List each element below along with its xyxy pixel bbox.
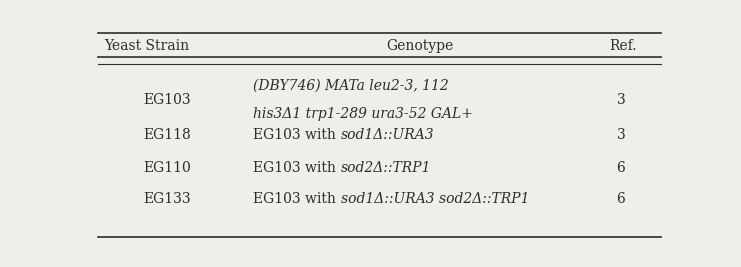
- Text: Yeast Strain: Yeast Strain: [104, 40, 189, 53]
- Text: EG103 with: EG103 with: [253, 191, 341, 206]
- Text: 6: 6: [617, 191, 625, 206]
- Text: EG103 with: EG103 with: [253, 128, 341, 142]
- Text: Ref.: Ref.: [609, 40, 637, 53]
- Text: sod2Δ::TRP1: sod2Δ::TRP1: [341, 161, 431, 175]
- Text: Genotype: Genotype: [386, 40, 453, 53]
- Text: 3: 3: [617, 128, 625, 142]
- Text: EG103: EG103: [144, 93, 191, 107]
- Text: (DBY746) MATa leu2-3, 112: (DBY746) MATa leu2-3, 112: [253, 78, 449, 92]
- Text: sod1Δ::URA3 sod2Δ::TRP1: sod1Δ::URA3 sod2Δ::TRP1: [341, 191, 529, 206]
- Text: his3Δ1 trp1-289 ura3-52 GAL+: his3Δ1 trp1-289 ura3-52 GAL+: [253, 107, 473, 121]
- Text: EG103 with: EG103 with: [253, 161, 341, 175]
- Text: EG133: EG133: [144, 191, 191, 206]
- Text: 3: 3: [617, 93, 625, 107]
- Text: EG118: EG118: [144, 128, 191, 142]
- Text: sod1Δ::URA3: sod1Δ::URA3: [341, 128, 434, 142]
- Text: 6: 6: [617, 161, 625, 175]
- Text: EG110: EG110: [144, 161, 191, 175]
